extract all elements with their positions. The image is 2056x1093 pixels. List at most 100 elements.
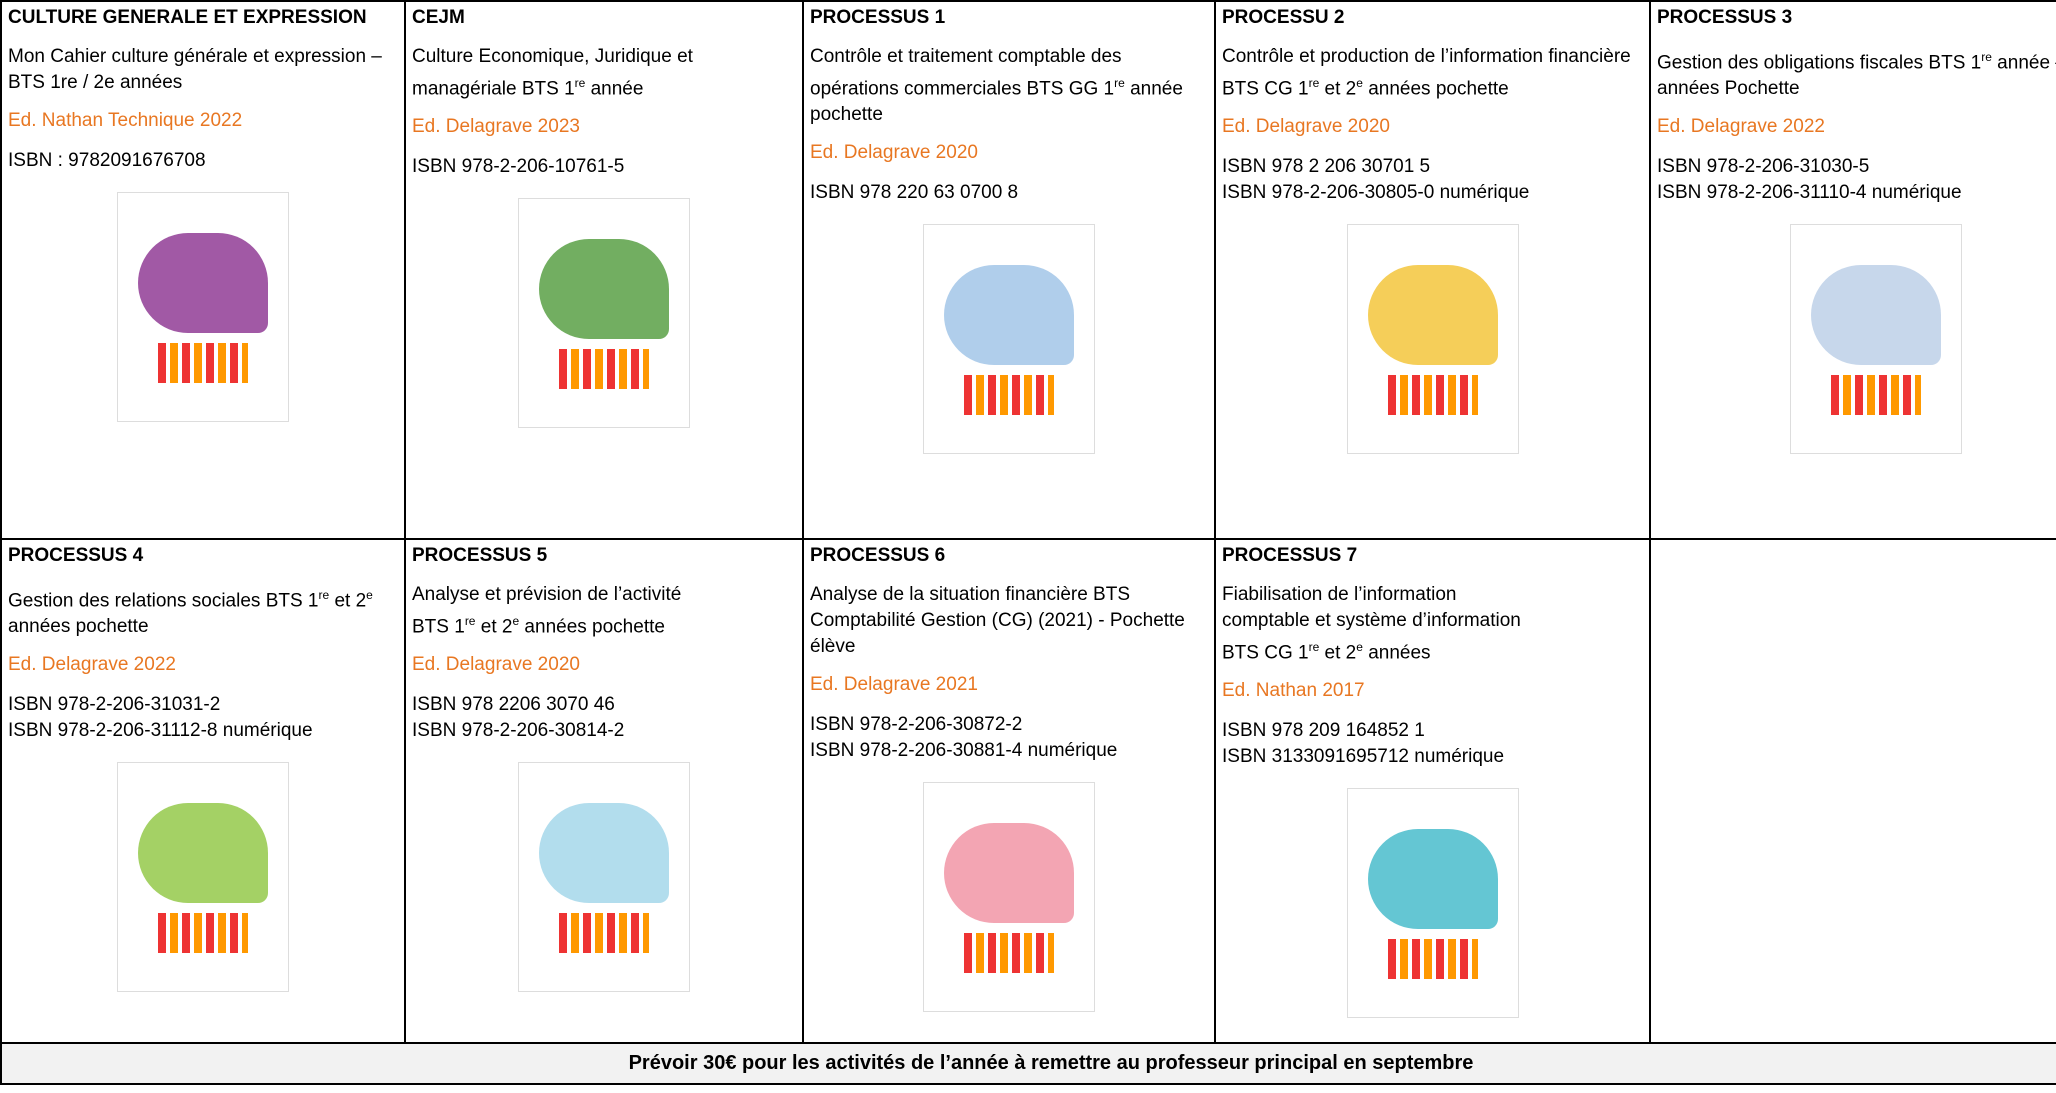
text: BTS CG 1 [1222,642,1309,664]
cover-bars [964,375,1054,416]
text: Gestion des obligations fiscales BTS 1 [1657,52,1982,74]
superscript: re [1308,640,1320,654]
publisher: Ed. Delagrave 2021 [810,674,978,695]
cover-bars [1387,375,1478,416]
isbn: ISBN 978-2-206-30814-2 [412,720,625,742]
cover-shape [539,239,669,340]
cover-shape [138,233,268,333]
text: et 2 [1319,78,1357,100]
text: et 2 [475,616,513,638]
cover-shape [944,823,1074,923]
description-line: BTS CG 1re et 2e années [1222,634,1643,666]
text: et 2 [1319,642,1357,664]
book-cover [518,762,690,993]
publisher: Ed. Delagrave 2020 [412,654,580,676]
text: Analyse et prévision de l’activité [412,584,682,605]
description-line: comptable et système d’information [1222,608,1643,634]
text: année pochette [810,78,1183,126]
isbn: ISBN 3133091695712 numérique [1222,746,1505,768]
text: BTS CG 1 [1222,78,1309,100]
text: années pochette [519,616,665,638]
table-cell [1649,538,2056,1044]
isbn: ISBN 978-2-206-31031-2 [8,694,221,716]
description-line: Contrôle et traitement comptable des opé… [810,44,1208,128]
cover-bars [158,913,248,954]
footer-cell: Prévoir 30€ pour les activités de l’anné… [0,1042,2056,1085]
text: année – 2 [1997,52,2056,74]
superscript: re [1114,76,1125,90]
publisher: Ed. Delagrave 2020 [1222,116,1390,138]
superscript: e [1356,640,1363,654]
description-line: BTS 1re et 2e années pochette [412,608,796,640]
superscript: re [464,614,476,628]
cell-heading: PROCESSUS 5 [412,545,548,566]
superscript: e [366,588,373,602]
isbn: ISBN 978-2-206-31030-5 [1657,156,1870,178]
superscript: re [318,588,330,602]
text: comptable et système d’information [1222,610,1521,631]
isbn: ISBN 978 209 164852 1 [1222,720,1425,742]
description-line: Gestion des obligations fiscales BTS 1re… [1657,44,2056,102]
cover-shape [138,803,268,904]
cover-shape [539,803,669,904]
publisher: Ed. Delagrave 2020 [810,142,978,164]
text: Culture Economique, Juridique et managér… [412,46,693,100]
book-cover [923,224,1095,455]
table-cell: PROCESSUS 1 Contrôle et traitement compt… [802,0,1216,540]
footer-row: Prévoir 30€ pour les activités de l’anné… [0,1042,2056,1085]
isbn: ISBN 978 220 63 0700 8 [810,182,1019,204]
isbn: ISBN 978-2-206-10761-5 [412,156,625,178]
cover-bars [158,343,248,383]
table-cell: PROCESSUS 5 Analyse et prévision de l’ac… [404,538,804,1044]
cell-heading: PROCESSUS 3 [1657,7,1793,28]
description-line: Analyse et prévision de l’activité [412,582,796,608]
book-cover [518,198,690,429]
table-cell: CULTURE GENERALE ET EXPRESSION Mon Cahier… [0,0,406,540]
text: année [585,78,644,100]
book-cover [117,762,289,993]
description-line: Mon Cahier culture générale et expressio… [8,44,398,96]
isbn: ISBN : 9782091676708 [8,150,206,171]
table-cell: PROCESSUS 7 Fiabilisation de l’informati… [1214,538,1651,1044]
text: Analyse de la situation financière BTS C… [810,584,1185,657]
publisher: Ed. Delagrave 2023 [412,116,580,138]
table-cell: PROCESSUS 6 Analyse de la situation finan… [802,538,1216,1044]
cover-shape [1810,265,1941,366]
cover-shape [1367,829,1498,930]
publisher: Ed. Nathan 2017 [1222,680,1365,702]
cell-heading: PROCESSUS 1 [810,7,946,28]
isbn: ISBN 978-2-206-30881-4 numérique [810,740,1118,761]
cover-bars [964,933,1054,973]
text: Contrôle et production de l’information … [1222,46,1631,67]
description-line: Culture Economique, Juridique et managér… [412,44,796,102]
table-row: CULTURE GENERALE ET EXPRESSION Mon Cahier… [0,0,2056,540]
description-line: BTS CG 1re et 2e années pochette [1222,70,1643,102]
publisher: Ed. Nathan Technique 2022 [8,110,243,131]
cell-heading: CULTURE GENERALE ET EXPRESSION [8,7,367,28]
superscript: re [574,76,586,90]
description-line: Gestion des relations sociales BTS 1re e… [8,582,398,640]
text: années pochette [1362,78,1509,100]
table-cell: PROCESSUS 3 Gestion des obligations fisca… [1649,0,2056,540]
publisher: Ed. Delagrave 2022 [1657,116,1825,138]
superscript: re [1981,50,1992,64]
book-cover [117,192,289,422]
cell-heading: PROCESSUS 6 [810,545,946,566]
table-cell: PROCESSU 2 Contrôle et production de l’in… [1214,0,1651,540]
text: et 2 [329,590,367,612]
isbn: ISBN 978-2-206-31112-8 numérique [8,720,313,742]
cover-shape [944,265,1074,366]
superscript: e [1356,76,1363,90]
cell-heading: PROCESSUS 4 [8,545,144,566]
table-cell: CEJM Culture Economique, Juridique et man… [404,0,804,540]
book-cover [1789,224,1962,455]
cell-heading: PROCESSUS 7 [1222,545,1358,566]
book-cover [1346,224,1519,455]
text: Contrôle et traitement comptable des opé… [810,46,1122,100]
text: années pochette [8,616,149,638]
isbn: ISBN 978 2 206 30701 5 [1222,156,1431,178]
table-row: PROCESSUS 4 Gestion des relations sociale… [0,538,2056,1044]
cover-bars [559,349,649,390]
